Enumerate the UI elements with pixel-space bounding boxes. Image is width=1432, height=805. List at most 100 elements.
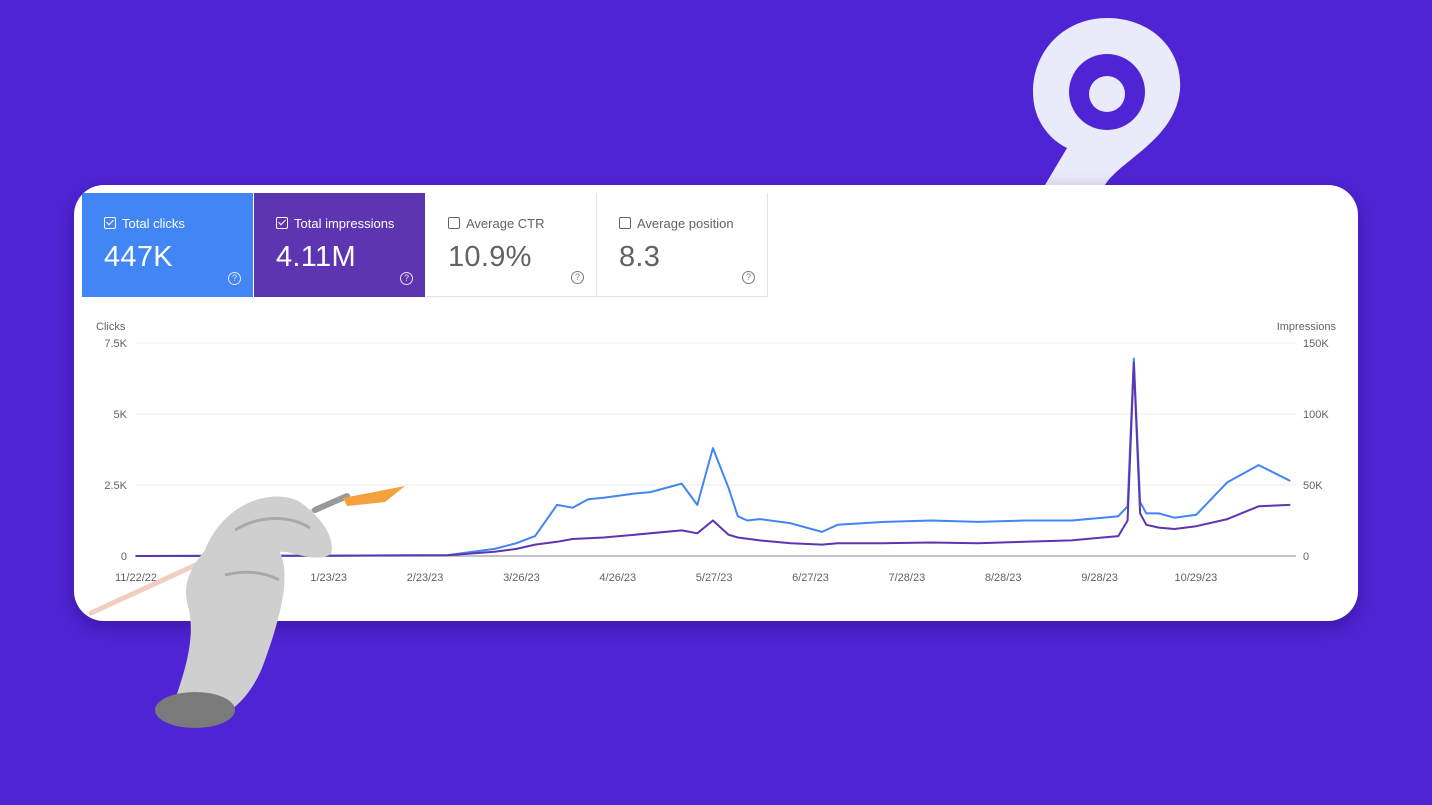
y-tick-label-right: 100K (1303, 409, 1329, 421)
data-point-clicks (977, 521, 979, 523)
data-point-impressions (737, 536, 739, 539)
y-tick-label-left: 5K (114, 409, 128, 421)
data-point-impressions (135, 555, 137, 557)
data-point-clicks (1195, 514, 1198, 516)
data-point-impressions (634, 533, 636, 536)
data-point-clicks (1157, 512, 1160, 515)
data-point-impressions (1117, 535, 1120, 537)
help-icon[interactable]: ? (228, 272, 241, 285)
data-point-impressions (1101, 536, 1104, 539)
data-point-clicks (1226, 481, 1229, 483)
performance-chart: Clicks Impressions 0 2.5K 5K 7.5K 0 50K 100K 15… (96, 321, 1337, 584)
data-point-clicks (1023, 519, 1026, 522)
metric-value: 4.11M (276, 241, 356, 273)
data-point-clicks (836, 523, 839, 526)
data-point-clicks (746, 519, 748, 522)
metric-average-position[interactable]: Average position 8.3 ? (597, 193, 768, 297)
data-point-clicks (649, 491, 652, 493)
y-tick-label-right: 50K (1303, 480, 1323, 492)
data-point-impressions (712, 519, 714, 522)
y-tick-label-left: 0 (121, 551, 127, 563)
metric-value: 8.3 (619, 241, 661, 273)
data-point-impressions (1023, 541, 1026, 543)
help-icon[interactable]: ? (400, 272, 413, 285)
metric-value: 10.9% (448, 241, 532, 273)
metric-average-ctr[interactable]: Average CTR 10.9% ? (426, 193, 597, 297)
checkbox-unchecked-icon[interactable] (619, 217, 631, 229)
metric-label: Average position (637, 215, 734, 231)
data-point-clicks (727, 487, 730, 489)
data-point-impressions (790, 542, 792, 545)
x-tick-label: 11/22/22 (115, 572, 157, 584)
metric-value: 447K (104, 241, 173, 273)
data-point-clicks (1145, 512, 1148, 515)
data-point-impressions (1126, 519, 1129, 522)
data-point-impressions (515, 548, 518, 550)
help-icon[interactable]: ? (742, 271, 755, 284)
data-point-impressions (696, 532, 699, 535)
x-tick-label: 2/23/23 (407, 572, 444, 584)
metric-total-clicks[interactable]: Total clicks 447K ? (82, 193, 253, 297)
data-point-clicks (1173, 516, 1176, 519)
checkbox-checked-icon[interactable] (104, 217, 116, 229)
checkbox-checked-icon[interactable] (276, 217, 288, 229)
x-tick-label: 9/28/23 (1081, 572, 1118, 584)
data-point-impressions (1133, 362, 1135, 364)
data-point-clicks (1288, 479, 1291, 482)
metric-label: Average CTR (466, 215, 545, 231)
data-point-clicks (493, 548, 496, 550)
data-point-impressions (1139, 512, 1141, 515)
brand-logo-icon (1033, 18, 1181, 185)
metric-total-impressions[interactable]: Total impressions 4.11M ? (254, 193, 425, 297)
y-tick-label-left: 7.5K (104, 338, 127, 350)
x-tick-label: 8/28/23 (985, 572, 1022, 584)
checkbox-unchecked-icon[interactable] (448, 217, 460, 229)
data-point-impressions (1157, 526, 1160, 529)
data-point-clicks (515, 542, 518, 545)
data-point-clicks (930, 519, 932, 522)
data-point-clicks (821, 531, 823, 533)
data-point-clicks (1117, 515, 1120, 518)
data-point-clicks (790, 522, 792, 525)
metric-label: Total clicks (122, 215, 185, 231)
data-point-impressions (1173, 528, 1176, 530)
data-point-clicks (634, 492, 636, 495)
data-point-impressions (680, 529, 683, 532)
data-point-clicks (1070, 519, 1073, 522)
left-axis-title: Clicks (96, 321, 126, 333)
data-point-impressions (571, 538, 574, 540)
data-point-impressions (930, 541, 932, 544)
data-point-clicks (883, 521, 886, 523)
data-point-clicks (571, 506, 574, 509)
data-point-clicks (556, 504, 558, 506)
data-point-clicks (1133, 357, 1135, 360)
data-point-impressions (1195, 525, 1198, 527)
data-point-impressions (727, 533, 730, 536)
x-tick-label: 10/29/23 (1174, 572, 1217, 584)
data-point-impressions (534, 543, 536, 546)
data-point-clicks (1101, 516, 1104, 519)
y-tick-label-right: 0 (1303, 551, 1309, 563)
x-tick-label: 7/28/23 (888, 572, 925, 584)
data-point-clicks (680, 482, 683, 485)
data-point-impressions (758, 539, 761, 542)
x-tick-label: 6/27/23 (792, 572, 829, 584)
y-tick-label-left: 2.5K (104, 480, 127, 492)
data-point-impressions (977, 542, 979, 545)
data-point-impressions (836, 542, 839, 545)
y-tick-label-right: 150K (1303, 338, 1329, 350)
right-axis-title: Impressions (1277, 321, 1337, 333)
data-point-impressions (602, 536, 605, 539)
metric-label: Total impressions (294, 215, 395, 231)
data-point-clicks (696, 504, 699, 506)
data-point-impressions (493, 550, 496, 553)
data-point-clicks (758, 518, 761, 520)
help-icon[interactable]: ? (571, 271, 584, 284)
data-point-clicks (534, 535, 536, 537)
data-point-impressions (1288, 504, 1291, 506)
hand-with-paintbrush-icon (88, 486, 405, 728)
x-tick-label: 4/26/23 (599, 572, 636, 584)
data-point-impressions (821, 543, 823, 546)
data-point-clicks (1257, 464, 1260, 466)
x-tick-label: 3/26/23 (503, 572, 540, 584)
